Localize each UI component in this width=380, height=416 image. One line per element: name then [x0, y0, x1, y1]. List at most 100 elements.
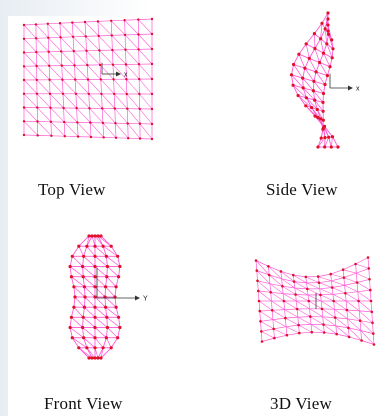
mesh-edge: [86, 50, 88, 66]
mesh-diagonal: [331, 280, 345, 286]
mesh-diagonal: [113, 79, 128, 95]
mesh-node: [61, 78, 64, 81]
mesh-edge: [314, 38, 321, 49]
mesh-diagonal: [317, 137, 326, 148]
mesh-node: [90, 234, 94, 238]
mesh-node: [295, 307, 299, 311]
mesh-diagonal: [36, 79, 51, 94]
mesh-node: [326, 23, 330, 27]
mesh-node: [124, 48, 127, 51]
mesh-node: [90, 356, 94, 360]
mesh-edge: [71, 337, 80, 349]
mesh-diagonal: [260, 321, 274, 330]
mesh-diagonal: [48, 65, 63, 80]
mesh-node: [279, 270, 283, 273]
top-view-axis-arrow: [116, 71, 121, 77]
mesh-edge: [323, 43, 328, 54]
mesh-node: [297, 52, 301, 56]
mesh-diagonal: [94, 317, 108, 328]
mesh-edge: [69, 317, 72, 328]
mesh-diagonal: [282, 285, 296, 295]
mesh-diagonal: [283, 300, 298, 310]
mesh-edge: [48, 36, 61, 39]
mesh-edge: [104, 286, 107, 298]
mesh-node: [109, 244, 113, 248]
mesh-edge: [285, 318, 287, 327]
mesh-edge: [334, 317, 337, 326]
mesh-node: [321, 118, 325, 122]
mesh-node: [76, 121, 79, 124]
mesh-diagonal: [305, 276, 320, 283]
mesh-edge: [357, 291, 359, 302]
mesh-node: [335, 332, 338, 336]
mesh-node: [292, 280, 296, 283]
mesh-node: [137, 48, 140, 51]
mesh-node: [296, 93, 300, 98]
mesh-edge: [297, 317, 299, 326]
mesh-edge: [306, 97, 312, 108]
mesh-node: [68, 325, 72, 330]
mesh-node: [272, 327, 275, 331]
mesh-edge: [126, 93, 128, 109]
mesh-edge: [258, 300, 261, 312]
mesh-diagonal: [271, 300, 285, 310]
mesh-node: [83, 295, 87, 299]
mesh-diagonal: [72, 256, 83, 267]
mesh-node: [328, 65, 332, 69]
mesh-node: [307, 299, 311, 303]
mesh-edge: [314, 23, 323, 34]
mesh-edge: [328, 137, 332, 148]
mesh-node: [323, 145, 327, 149]
mesh-edge: [257, 290, 260, 302]
mesh-edge: [82, 327, 85, 338]
mesh-diagonal: [124, 34, 139, 50]
mesh-node: [82, 305, 86, 309]
mesh-edge: [309, 308, 311, 317]
side-view-caption: Side View: [266, 180, 338, 199]
mesh-diagonal: [106, 256, 121, 267]
mesh-node: [93, 285, 97, 289]
mesh-diagonal: [291, 74, 304, 89]
mesh-edge: [75, 93, 77, 109]
mesh-edge: [347, 318, 361, 322]
mesh-node: [75, 106, 78, 110]
mesh-diagonal: [139, 123, 153, 140]
mesh-edge: [358, 310, 361, 321]
mesh-diagonal: [84, 296, 96, 308]
mesh-node: [316, 115, 320, 120]
mesh-edge: [74, 79, 77, 94]
mesh-node: [281, 284, 284, 288]
mesh-edge: [60, 36, 74, 38]
mesh-edge: [332, 136, 339, 148]
mesh-edge: [125, 49, 127, 65]
mesh-node: [326, 29, 330, 33]
mesh-edge: [284, 308, 298, 310]
mesh-edge: [302, 87, 307, 98]
mesh-node: [93, 264, 97, 269]
mesh-edge: [100, 347, 112, 359]
mesh-node: [112, 78, 115, 81]
mesh-edge: [302, 77, 315, 82]
mesh-diagonal: [94, 296, 106, 308]
mesh-edge: [110, 337, 119, 349]
mesh-edge: [293, 64, 306, 69]
mesh-diagonal: [138, 34, 153, 50]
mesh-edge: [323, 324, 325, 333]
mesh-node: [73, 64, 76, 67]
mesh-node: [101, 107, 104, 110]
mesh-node: [316, 275, 320, 278]
mesh-node: [22, 78, 26, 82]
front-view-axis-arrow: [135, 295, 140, 301]
mesh-edge: [23, 37, 37, 40]
mesh-node: [36, 106, 39, 109]
mesh-diagonal: [101, 108, 116, 124]
mesh-edge: [343, 272, 357, 278]
mesh-diagonal: [330, 136, 333, 148]
mesh-edge: [47, 23, 49, 38]
mesh-edge: [255, 260, 258, 271]
mesh-edge: [111, 34, 126, 36]
mesh-edge: [111, 19, 125, 22]
mesh-node: [116, 336, 120, 340]
mesh-edge: [82, 266, 84, 277]
mesh-edge: [259, 311, 261, 322]
